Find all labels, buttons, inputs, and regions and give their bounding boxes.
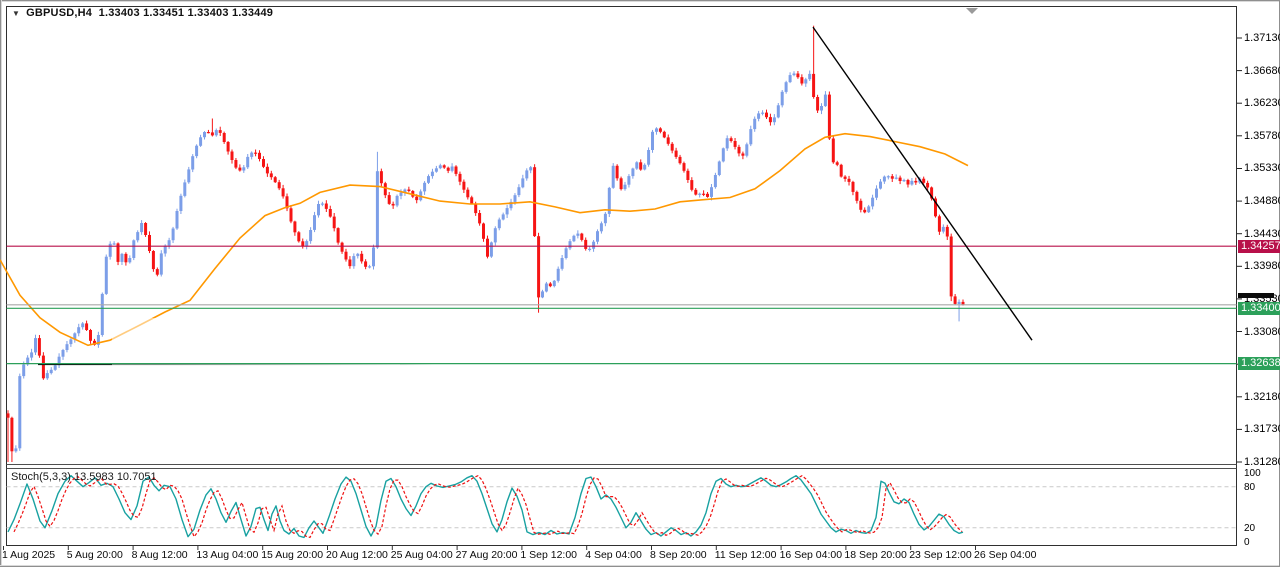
date-tick-label: 26 Sep 04:00 [974,549,1037,561]
date-tick-label: 25 Aug 04:00 [390,549,453,561]
watermark [112,318,400,412]
current-price-marker [1238,293,1274,298]
stochastic-indicator-label: Stoch(5,3,3) 13.5983 10.7051 [11,471,157,483]
stoch-scale-label: 0 [1244,537,1250,548]
stochastic-k-value: 13.5983 [73,471,114,483]
price-tick-label: 1.33080 [1244,326,1280,338]
stochastic-d-value: 10.7051 [116,471,157,483]
price-tick-label: 1.33980 [1244,260,1280,272]
quote-close: 1.33449 [231,7,274,19]
quote-open: 1.33403 [98,7,140,19]
price-tick-label: 1.36680 [1244,65,1280,77]
price-axis[interactable]: 1.37130 1.36680 1.36230 1.35780 1.35330 1.348… [1237,0,1280,567]
descending-trendline[interactable] [812,26,1033,341]
price-tick-label: 1.32180 [1244,391,1280,403]
price-tick-label: 1.35780 [1244,130,1280,142]
price-level-badge: 1.34257 [1238,240,1280,253]
date-tick-label: 18 Sep 20:00 [844,549,907,561]
candles [6,25,965,462]
date-tick-label: 1 Aug 2025 [2,549,56,561]
date-tick-label: 27 Aug 20:00 [455,549,518,561]
symbol-label: GBPUSD,H4 [26,7,93,19]
stoch-d-line [13,474,963,539]
price-level-badge: 1.33400 [1238,302,1280,315]
date-tick-label: 11 Sep 12:00 [714,549,777,561]
date-tick-label: 8 Sep 20:00 [650,549,707,561]
date-tick-label: 5 Aug 20:00 [66,549,123,561]
time-axis[interactable]: 1 Aug 2025 5 Aug 20:00 8 Aug 12:00 13 Aug 0… [0,548,1280,564]
price-level-badge: 1.32638 [1238,357,1280,370]
symbol-dropdown-icon[interactable]: ▼ [12,9,21,18]
price-tick-label: 1.35330 [1244,162,1280,174]
price-tick-label: 1.31280 [1244,456,1280,468]
chart-shift-marker-icon[interactable] [966,8,978,14]
date-tick-label: 15 Aug 20:00 [261,549,324,561]
date-tick-label: 16 Sep 04:00 [779,549,843,561]
date-tick-label: 13 Aug 04:00 [196,549,259,561]
price-tick-label: 1.37130 [1244,32,1280,44]
stoch-scale-label: 100 [1244,468,1261,479]
price-tick-label: 1.31730 [1244,423,1280,435]
date-tick-label: 23 Sep 12:00 [909,549,972,561]
date-tick-label: 4 Sep 04:00 [585,549,642,561]
stoch-scale-label: 20 [1244,523,1256,534]
chart-title: ▼ GBPUSD,H4 1.33403 1.33451 1.33403 1.334… [12,7,273,19]
date-tick-label: 20 Aug 12:00 [326,549,388,561]
price-tick-label: 1.34430 [1244,228,1280,240]
stoch-scale-label: 80 [1244,482,1256,493]
quote-high: 1.33451 [143,7,185,19]
price-tick-label: 1.34880 [1244,195,1280,207]
date-tick-label: 1 Sep 12:00 [520,549,578,561]
quote-low: 1.33403 [187,7,229,19]
price-tick-label: 1.36230 [1244,97,1280,109]
date-tick-label: 8 Aug 12:00 [131,549,188,561]
